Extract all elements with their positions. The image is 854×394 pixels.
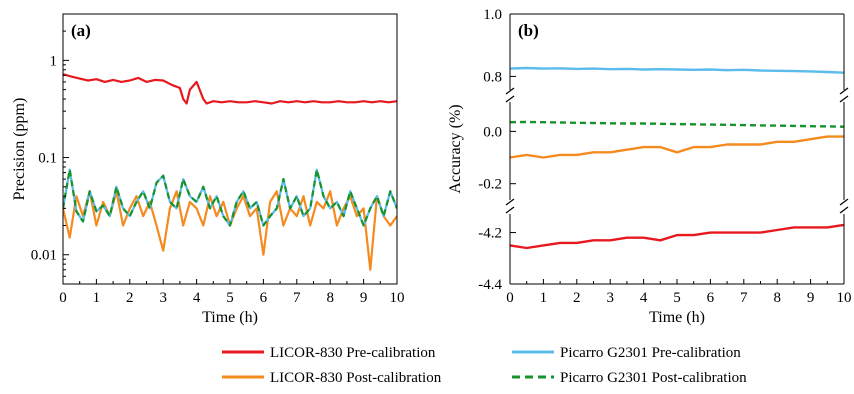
- x-tick-label: 8: [326, 290, 334, 306]
- series-line-b-picarro-g2301-post-calibration: [509, 120, 845, 128]
- y-tick-label: 0.8: [483, 69, 502, 85]
- x-tick-label: 7: [740, 290, 748, 306]
- y-tick-label: -4.2: [478, 226, 502, 242]
- y-tick-label: -4.4: [478, 277, 502, 293]
- x-tick-label: 5: [226, 290, 234, 306]
- axis-break-mark: [505, 87, 515, 95]
- legend-label-licor-830-pre-calibration: LICOR-830 Pre-calibration: [270, 345, 436, 361]
- y-tick-label: 0.1: [38, 151, 57, 167]
- y-tick-label: 0.0: [483, 124, 502, 140]
- x-tick-label: 3: [606, 290, 614, 306]
- x-tick-label: 1: [93, 290, 101, 306]
- y-tick-label: 0.01: [31, 248, 57, 264]
- legend-label-picarro-g2301-pre-calibration: Picarro G2301 Pre-calibration: [560, 345, 741, 361]
- series-line-b-licor-830-pre-calibration: [509, 223, 845, 250]
- panel-a: 0 1 2 3 4 5 6 7 8 9 10 1 0.1 0.01 (a) Time (h) Precision…: [11, 13, 405, 326]
- series-line-b-licor-830-post-calibration: [509, 135, 844, 159]
- x-axis-label-a: Time (h): [202, 309, 258, 326]
- x-tick-label: 7: [293, 290, 301, 306]
- x-tick-label: 1: [540, 290, 548, 306]
- x-tick-label: 2: [573, 290, 581, 306]
- x-tick-label: 2: [126, 290, 134, 306]
- panel-label-a: (a): [71, 21, 91, 40]
- x-tick-label: 0: [506, 290, 514, 306]
- panel-b: 0 1 2 3 4 5 6 7 8 9 10 1.0 0.8 0.0 -0.2 -4.2 -4.4 (b) Time…: [447, 7, 852, 326]
- x-tick-label: 6: [707, 290, 715, 306]
- x-tick-label: 10: [390, 290, 405, 306]
- x-tick-label: 10: [837, 290, 852, 306]
- legend-label-licor-830-post-calibration: LICOR-830 Post-calibration: [270, 370, 442, 386]
- x-tick-label: 4: [193, 290, 201, 306]
- y-tick-label: 1.0: [483, 7, 502, 23]
- axis-break-mark: [839, 95, 849, 103]
- axis-break-mark: [839, 198, 849, 206]
- x-tick-label: 4: [640, 290, 648, 306]
- x-tick-label: 9: [360, 290, 368, 306]
- series-line-b-picarro-g2301-pre-calibration: [509, 66, 845, 74]
- legend-label-picarro-g2301-post-calibration: Picarro G2301 Post-calibration: [560, 370, 747, 386]
- plot-frame-a: [62, 13, 398, 285]
- series-line-licor-830-pre-calibration: [63, 73, 397, 105]
- y-axis-label-a: Precision (ppm): [11, 98, 28, 201]
- x-tick-label: 8: [773, 290, 781, 306]
- axis-break-mark: [505, 198, 515, 206]
- axis-break-mark: [505, 206, 515, 214]
- y-tick-label: 1: [50, 53, 58, 69]
- panel-label-b: (b): [518, 21, 539, 40]
- axis-break-mark: [505, 95, 515, 103]
- x-axis-label-b: Time (h): [649, 309, 705, 326]
- x-tick-label: 9: [807, 290, 815, 306]
- x-tick-label: 6: [260, 290, 268, 306]
- x-tick-label: 3: [159, 290, 167, 306]
- x-tick-label: 5: [673, 290, 681, 306]
- series-line-picarro-g2301-post-calibration: [63, 168, 397, 227]
- axis-break-mark: [839, 206, 849, 214]
- y-tick-label: -0.2: [478, 177, 502, 193]
- axis-break-mark: [839, 87, 849, 95]
- legend: LICOR-830 Pre-calibration Picarro G2301 P…: [222, 345, 747, 386]
- y-axis-label-b: Accuracy (%): [447, 104, 464, 193]
- x-tick-label: 0: [59, 290, 67, 306]
